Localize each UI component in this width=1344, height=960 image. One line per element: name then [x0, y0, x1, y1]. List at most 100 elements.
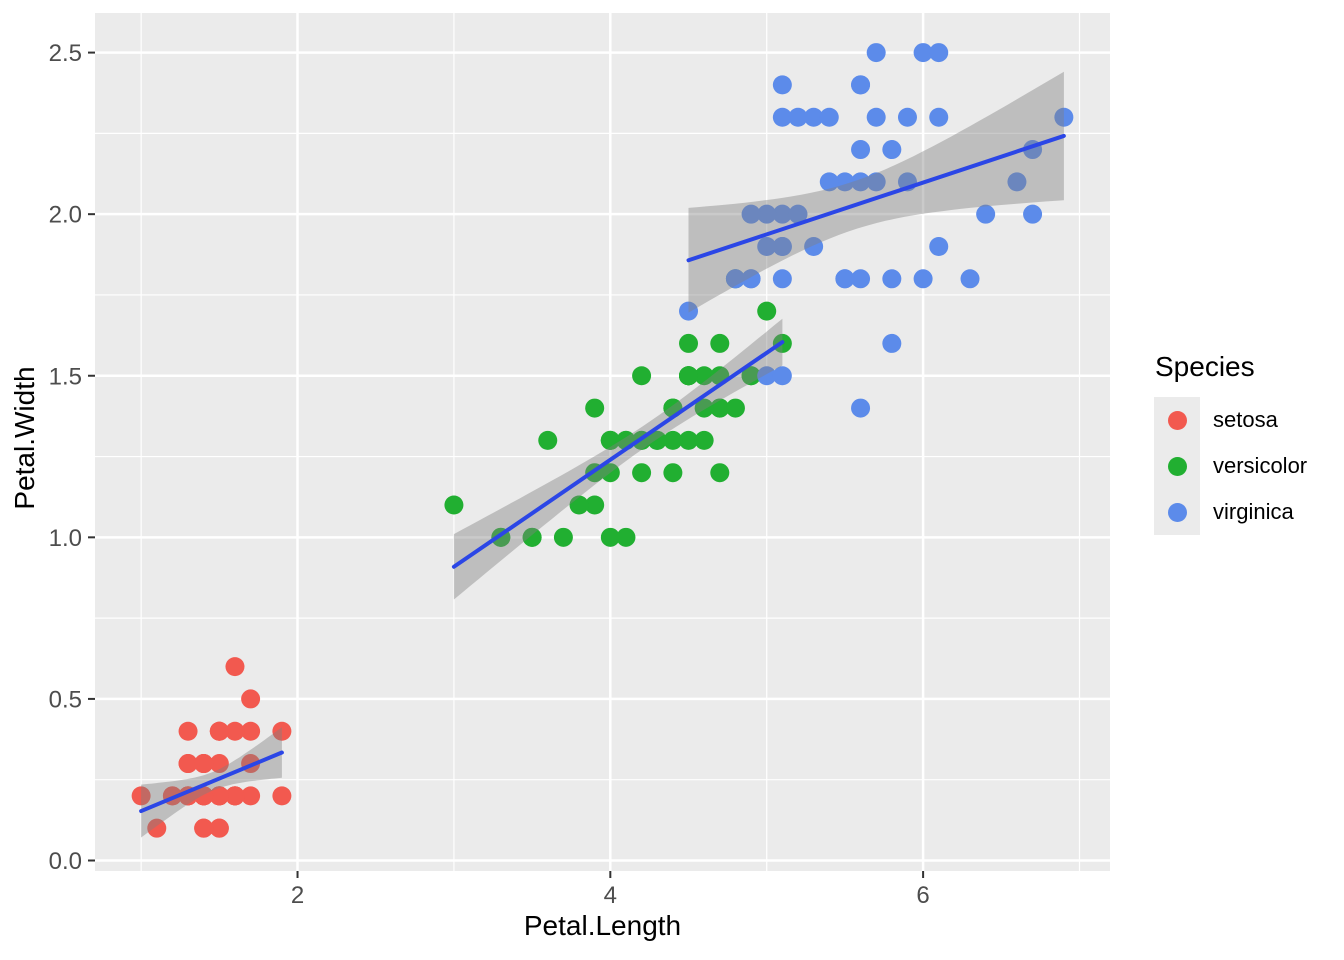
data-point: [241, 689, 261, 709]
data-point: [710, 398, 730, 418]
data-point: [788, 107, 808, 127]
data-point: [147, 818, 167, 838]
legend-item-setosa: setosa: [1154, 397, 1307, 443]
data-point: [209, 754, 229, 774]
data-point: [694, 366, 714, 386]
data-point: [679, 366, 699, 386]
data-point: [679, 430, 699, 450]
data-point: [209, 786, 229, 806]
legend-item-versicolor: versicolor: [1154, 443, 1307, 489]
data-point: [804, 107, 824, 127]
data-point: [694, 398, 714, 418]
data-point: [272, 721, 292, 741]
confidence-ribbon-virginica: [688, 71, 1064, 313]
data-point: [804, 236, 824, 256]
data-point: [757, 204, 777, 224]
data-point: [663, 463, 683, 483]
data-point: [209, 818, 229, 838]
legend-key-virginica: [1154, 489, 1200, 535]
data-point: [772, 204, 792, 224]
data-point: [194, 786, 214, 806]
data-point: [725, 398, 745, 418]
legend-key-versicolor: [1154, 443, 1200, 489]
data-point: [663, 430, 683, 450]
data-point: [929, 107, 949, 127]
data-point: [882, 333, 902, 353]
data-point: [819, 107, 839, 127]
data-point: [522, 527, 542, 547]
data-point: [209, 721, 229, 741]
data-point: [741, 204, 761, 224]
data-point: [741, 366, 761, 386]
legend-label-versicolor: versicolor: [1213, 453, 1308, 478]
virginica-dot-icon: [1167, 502, 1187, 522]
data-point: [851, 398, 871, 418]
data-point: [647, 430, 667, 450]
lines-layer: [139, 133, 1066, 814]
data-point: [1054, 107, 1074, 127]
y-tick-label: 1.5: [49, 363, 82, 390]
data-point: [569, 495, 589, 515]
data-point: [694, 430, 714, 450]
data-point: [835, 172, 855, 192]
x-tick-label: 2: [291, 882, 304, 909]
regression-line-versicolor: [451, 340, 785, 569]
data-point: [741, 269, 761, 289]
data-point: [851, 269, 871, 289]
data-point: [178, 754, 198, 774]
data-point: [976, 204, 996, 224]
y-tick-label: 2.0: [49, 202, 82, 229]
data-point: [538, 430, 558, 450]
regression-line-setosa: [139, 750, 284, 814]
data-point: [585, 495, 605, 515]
data-point: [225, 786, 245, 806]
data-point: [725, 269, 745, 289]
data-point: [866, 43, 886, 63]
data-point: [225, 721, 245, 741]
data-point: [897, 107, 917, 127]
regression-line-virginica: [686, 133, 1066, 263]
legend-key-setosa: [1154, 397, 1200, 443]
data-point: [616, 527, 636, 547]
legend-label-virginica: virginica: [1213, 499, 1294, 524]
x-tick-label: 6: [916, 882, 929, 909]
data-point: [679, 333, 699, 353]
data-point: [679, 301, 699, 321]
y-axis-title: Petal.Width: [9, 366, 40, 510]
data-point: [772, 75, 792, 95]
data-point: [866, 172, 886, 192]
data-point: [272, 786, 292, 806]
data-point: [772, 269, 792, 289]
legend-item-virginica: virginica: [1154, 489, 1307, 535]
x-tick-label: 4: [604, 882, 617, 909]
y-tick-label: 2.5: [49, 40, 82, 67]
data-point: [788, 204, 808, 224]
data-point: [710, 333, 730, 353]
data-point: [194, 818, 214, 838]
data-point: [444, 495, 464, 515]
y-tick-label: 0.0: [49, 848, 82, 875]
data-point: [241, 786, 261, 806]
data-point: [178, 721, 198, 741]
data-point: [851, 75, 871, 95]
data-point: [632, 366, 652, 386]
data-point: [710, 463, 730, 483]
x-axis-title: Petal.Length: [523, 910, 682, 941]
confidence-ribbon-versicolor: [453, 318, 783, 600]
data-point: [913, 43, 933, 63]
data-point: [757, 236, 777, 256]
data-point: [553, 527, 573, 547]
data-point: [882, 140, 902, 160]
data-point: [757, 366, 777, 386]
data-point: [772, 236, 792, 256]
data-point: [960, 269, 980, 289]
data-point: [600, 430, 620, 450]
data-point: [835, 269, 855, 289]
legend: Species setosa versicolor virginica: [1154, 353, 1307, 535]
data-point: [225, 657, 245, 677]
data-point: [600, 527, 620, 547]
setosa-dot-icon: [1167, 410, 1187, 430]
data-point: [1007, 172, 1027, 192]
